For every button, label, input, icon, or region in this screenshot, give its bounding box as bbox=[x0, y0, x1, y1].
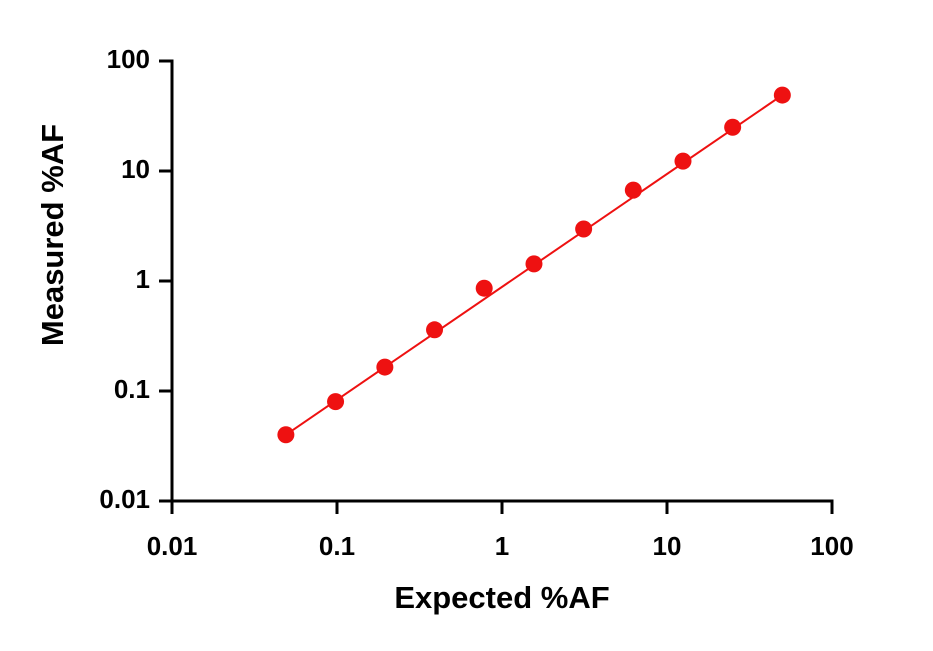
y-axis-title: Measured %AF bbox=[35, 124, 70, 346]
y-tick-label: 0.01 bbox=[99, 484, 150, 514]
x-axis-title: Expected %AF bbox=[394, 580, 609, 615]
y-tick-label: 10 bbox=[121, 154, 150, 184]
point bbox=[525, 255, 543, 273]
point bbox=[376, 358, 394, 376]
x-tick-label: 0.1 bbox=[319, 531, 355, 561]
point bbox=[277, 426, 295, 444]
y-tick-label: 100 bbox=[107, 44, 150, 74]
y-tick-label: 1 bbox=[136, 264, 150, 294]
x-tick-label: 100 bbox=[810, 531, 853, 561]
point bbox=[624, 181, 642, 199]
point bbox=[674, 152, 692, 170]
x-tick-label: 10 bbox=[653, 531, 682, 561]
point bbox=[724, 118, 742, 136]
y-tick-label: 0.1 bbox=[114, 374, 150, 404]
x-tick-label: 0.01 bbox=[147, 531, 198, 561]
point bbox=[426, 321, 444, 339]
point bbox=[475, 279, 493, 297]
point bbox=[327, 393, 345, 411]
point bbox=[575, 220, 593, 238]
point bbox=[773, 86, 791, 104]
x-tick-label: 1 bbox=[495, 531, 509, 561]
